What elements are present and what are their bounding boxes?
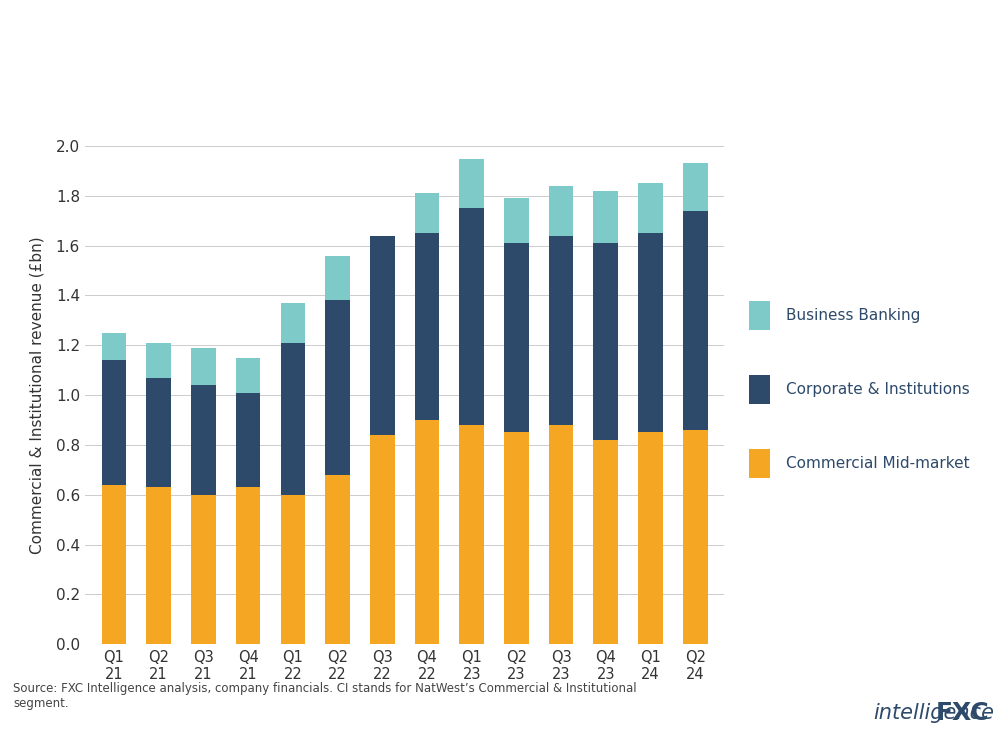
Bar bbox=[504, 432, 528, 644]
Bar bbox=[102, 333, 126, 360]
Bar bbox=[548, 236, 573, 425]
Bar bbox=[593, 191, 618, 243]
Text: Corporate & Institutions: Corporate & Institutions bbox=[786, 382, 970, 397]
Bar bbox=[191, 495, 216, 644]
Bar bbox=[683, 430, 707, 644]
Bar bbox=[548, 425, 573, 644]
Text: NatWest Commercial & Institutional revenue by segment type: NatWest Commercial & Institutional reven… bbox=[13, 92, 573, 110]
Bar bbox=[415, 193, 440, 233]
Bar bbox=[326, 300, 350, 475]
Bar bbox=[281, 495, 305, 644]
Bar bbox=[683, 163, 707, 210]
Bar bbox=[191, 348, 216, 385]
Bar bbox=[593, 243, 618, 440]
Bar bbox=[236, 392, 261, 488]
Bar bbox=[102, 485, 126, 644]
Bar bbox=[593, 440, 618, 644]
Bar bbox=[749, 374, 770, 404]
Bar bbox=[683, 210, 707, 430]
Bar bbox=[147, 488, 171, 644]
Text: Source: FXC Intelligence analysis, company financials. CI stands for NatWest’s C: Source: FXC Intelligence analysis, compa… bbox=[13, 682, 636, 709]
Bar bbox=[460, 425, 484, 644]
Y-axis label: Commercial & Institutional revenue (£bn): Commercial & Institutional revenue (£bn) bbox=[30, 236, 45, 554]
Bar bbox=[460, 208, 484, 425]
Bar bbox=[236, 358, 261, 392]
Bar bbox=[548, 186, 573, 236]
Bar bbox=[638, 184, 662, 233]
Bar bbox=[370, 435, 395, 644]
Bar bbox=[102, 360, 126, 485]
Bar bbox=[326, 255, 350, 300]
Bar bbox=[281, 343, 305, 495]
Bar bbox=[504, 198, 528, 243]
Bar bbox=[749, 449, 770, 478]
Bar bbox=[460, 159, 484, 208]
Text: Commercial Mid-market: Commercial Mid-market bbox=[786, 456, 970, 471]
Bar bbox=[236, 488, 261, 644]
Bar bbox=[415, 420, 440, 644]
Bar bbox=[504, 243, 528, 432]
Bar bbox=[415, 233, 440, 420]
Bar bbox=[191, 385, 216, 495]
Bar bbox=[326, 475, 350, 644]
Text: Business Banking: Business Banking bbox=[786, 308, 920, 323]
Bar bbox=[638, 233, 662, 432]
Bar bbox=[370, 236, 395, 435]
Bar bbox=[281, 303, 305, 343]
Bar bbox=[147, 377, 171, 488]
Bar bbox=[749, 301, 770, 330]
Text: FXC: FXC bbox=[935, 701, 989, 725]
Text: intelligence: intelligence bbox=[873, 703, 994, 723]
Text: Commercial Mid-market is NatWest’s biggest CI revenue source: Commercial Mid-market is NatWest’s bigge… bbox=[13, 31, 999, 59]
Bar bbox=[638, 432, 662, 644]
Bar bbox=[147, 343, 171, 377]
